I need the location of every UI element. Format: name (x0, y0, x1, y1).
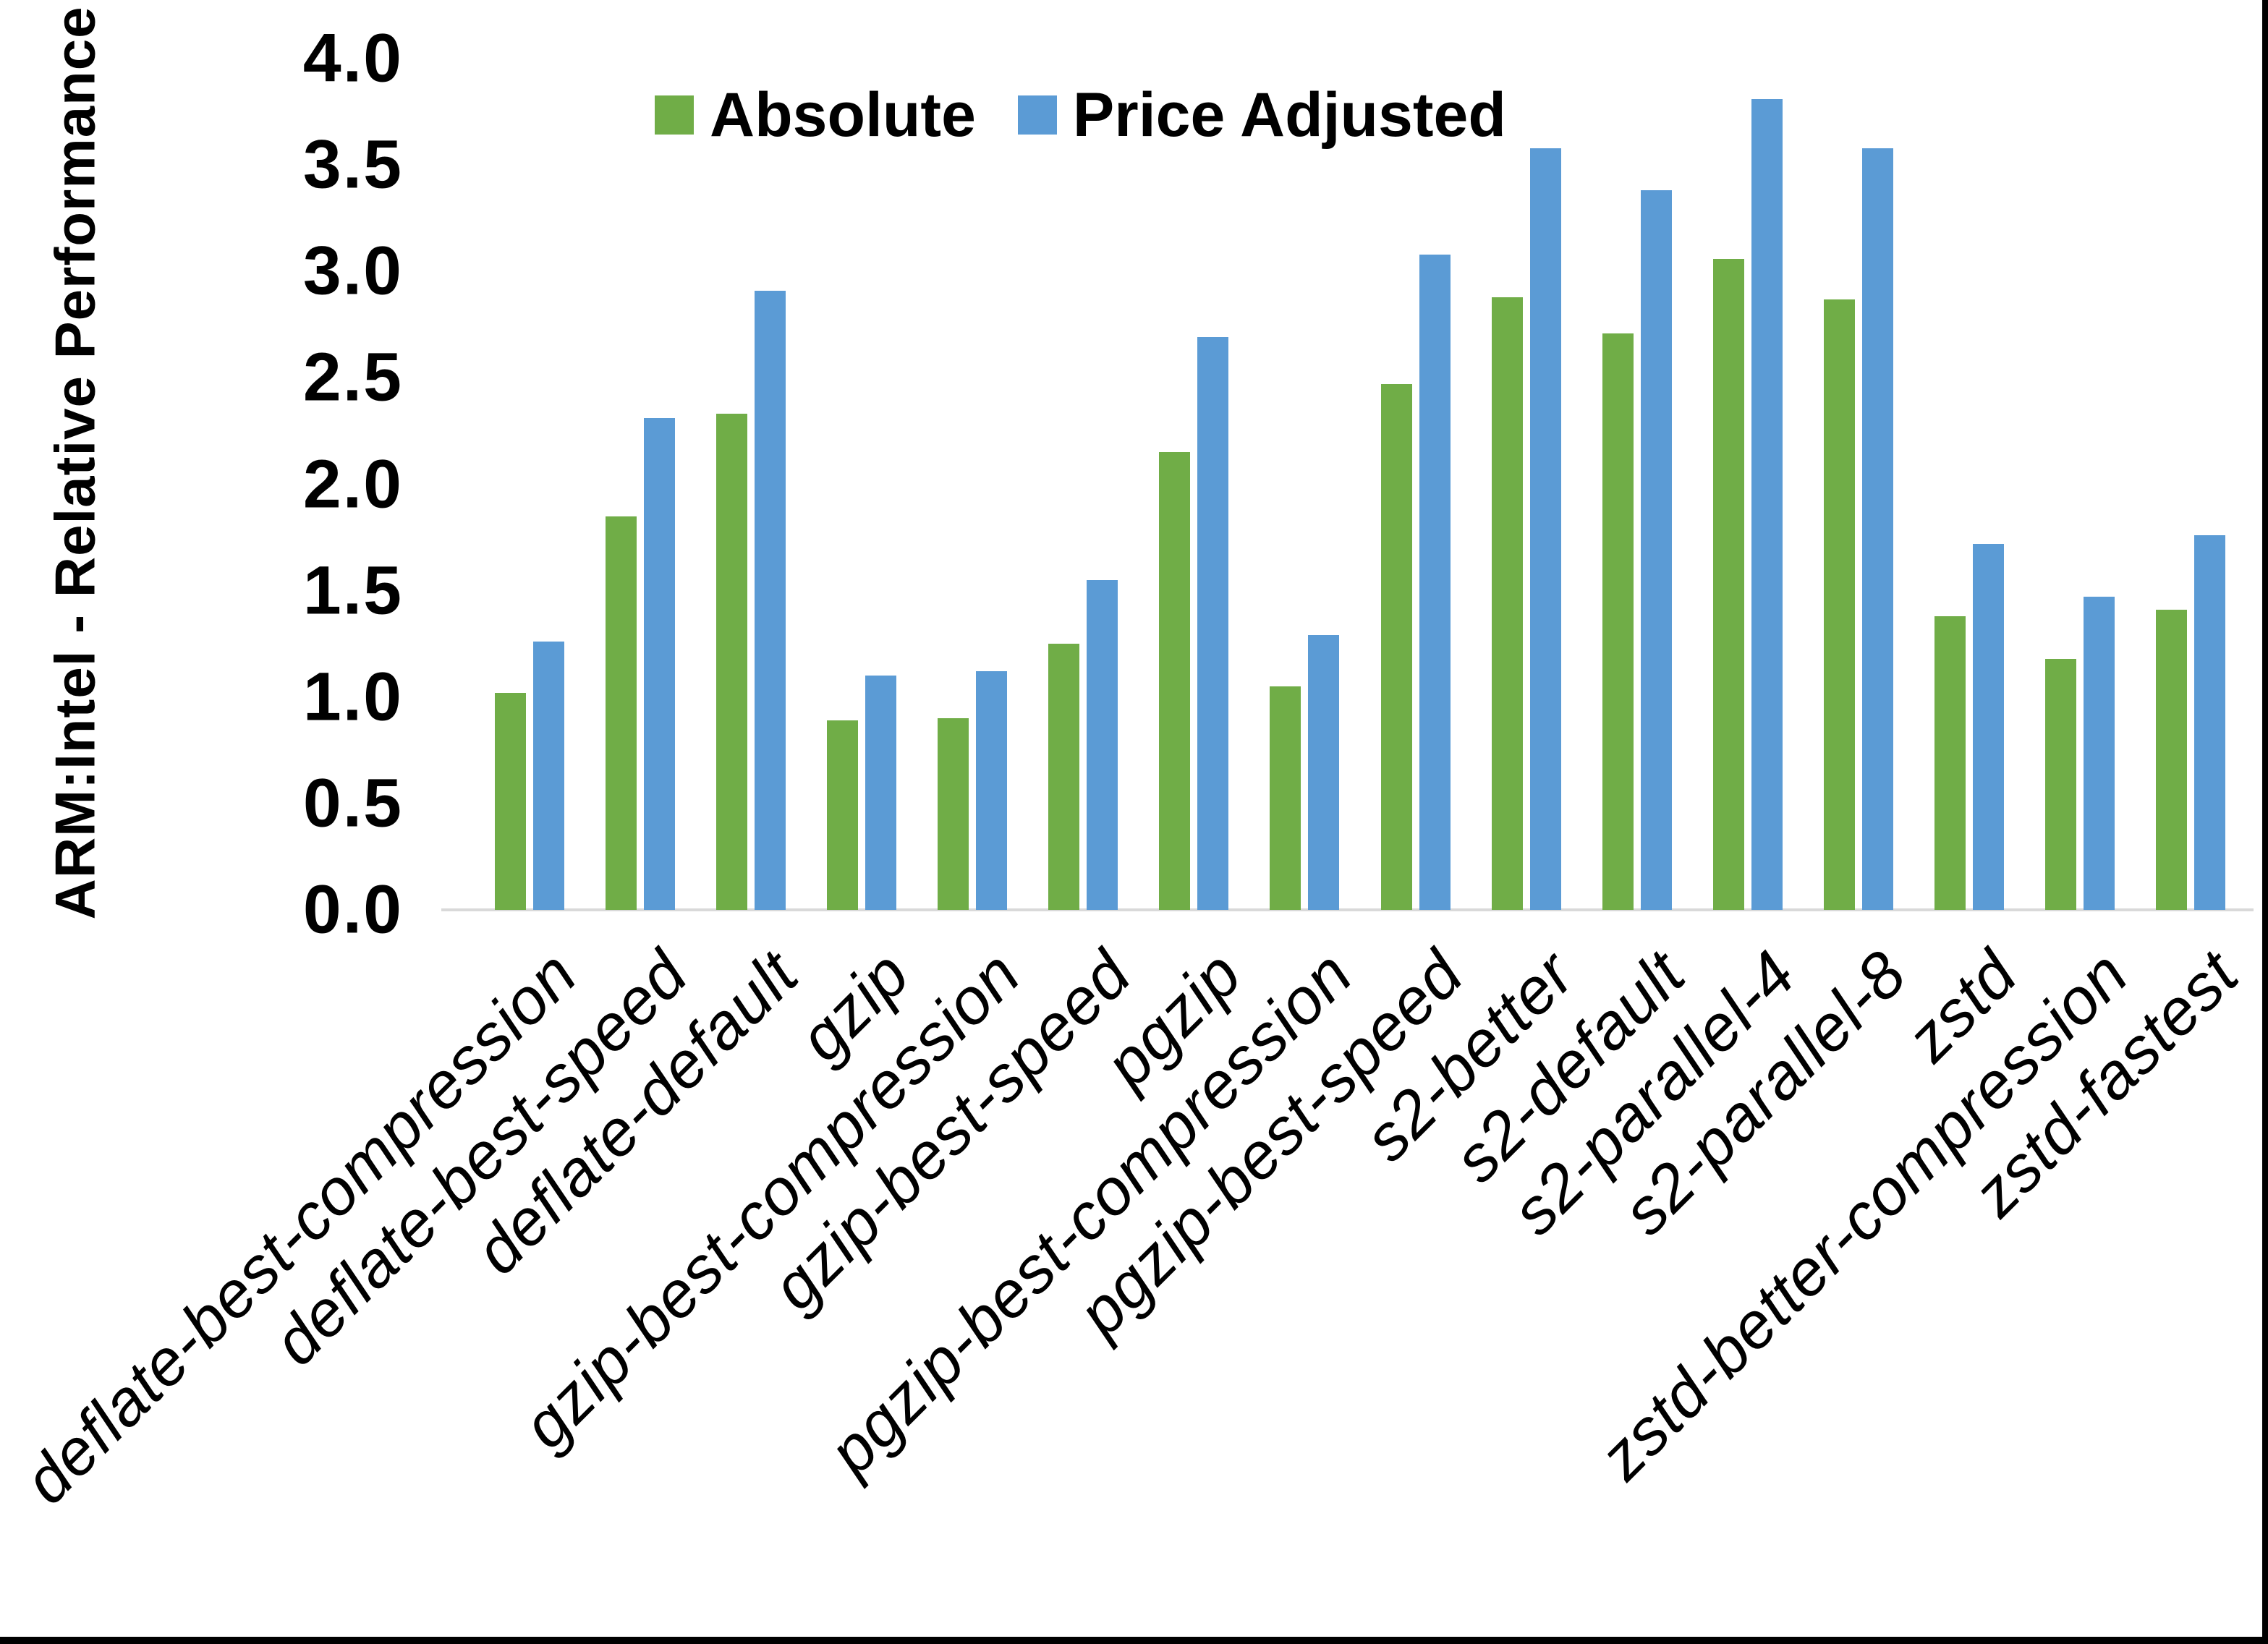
bar-price-adjusted-gzip-best-compression (976, 671, 1008, 910)
legend-label-price-adjusted: Price Adjusted (1072, 80, 1506, 150)
bar-absolute-deflate-best-compression (494, 692, 526, 910)
bar-price-adjusted-gzip-best-speed (1087, 579, 1118, 910)
legend-item-price-adjusted: Price Adjusted (1017, 80, 1506, 150)
bar-price-adjusted-s2-better (1529, 148, 1561, 910)
bar-price-adjusted-pgzip-best-speed (1419, 254, 1451, 910)
x-axis-line (441, 908, 2254, 911)
bar-absolute-gzip-best-compression (938, 718, 969, 910)
bar-absolute-deflate-default (715, 414, 747, 910)
legend-swatch-price-adjusted-icon (1017, 95, 1057, 135)
y-axis-tick-label: 1.5 (302, 552, 403, 629)
bar-absolute-gzip (826, 720, 858, 910)
bar-absolute-zstd (1934, 616, 1966, 910)
bar-price-adjusted-zstd-better-compression (2084, 597, 2115, 910)
y-axis-tick-label: 4.0 (302, 20, 403, 97)
bar-price-adjusted-deflate-default (754, 290, 786, 910)
bar-price-adjusted-gzip (865, 676, 896, 910)
bar-absolute-pgzip-best-speed (1380, 384, 1412, 910)
y-axis-tick-label: 1.0 (302, 658, 403, 736)
bar-price-adjusted-deflate-best-speed (643, 418, 675, 910)
bar-absolute-deflate-best-speed (605, 516, 637, 910)
bar-absolute-pgzip-best-compression (1270, 686, 1301, 910)
bar-absolute-s2-parallel-8 (1824, 299, 1856, 910)
bar-absolute-zstd-better-compression (2045, 658, 2077, 910)
y-axis-tick-label: 2.5 (302, 338, 403, 416)
bar-price-adjusted-s2-default (1640, 190, 1672, 910)
y-axis-tick-labels: 0.0 0.5 1.0 1.5 2.0 2.5 3.0 3.5 4.0 (0, 24, 403, 944)
bar-absolute-s2-better (1491, 297, 1523, 910)
y-axis-tick-label: 3.5 (302, 126, 403, 203)
bar-price-adjusted-pgzip (1197, 337, 1229, 910)
bar-absolute-s2-default (1602, 333, 1634, 910)
bar-price-adjusted-pgzip-best-compression (1308, 635, 1340, 910)
bar-absolute-gzip-best-speed (1048, 644, 1080, 910)
bar-price-adjusted-deflate-best-compression (532, 642, 564, 910)
bar-absolute-pgzip (1159, 452, 1191, 910)
legend-swatch-absolute-icon (655, 95, 694, 135)
bar-price-adjusted-s2-parallel-8 (1862, 148, 1894, 910)
bar-price-adjusted-zstd-fastest (2194, 535, 2226, 910)
legend-item-absolute: Absolute (655, 84, 976, 146)
right-border (2262, 0, 2268, 1644)
bar-price-adjusted-zstd (1973, 543, 2005, 910)
y-axis-tick-label: 2.0 (302, 446, 403, 522)
bar-absolute-zstd-fastest (2156, 610, 2188, 910)
legend-label-absolute: Absolute (710, 80, 976, 150)
bar-price-adjusted-s2-parallel-4 (1751, 98, 1783, 910)
bottom-border (0, 1637, 2268, 1644)
y-axis-tick-label: 0.5 (302, 764, 403, 842)
plot-area (474, 59, 2246, 910)
bar-absolute-s2-parallel-4 (1712, 258, 1744, 910)
y-axis-tick-label: 3.0 (302, 232, 403, 310)
legend: Absolute Price Adjusted (655, 84, 1506, 146)
y-axis-tick-label: 0.0 (302, 871, 403, 948)
